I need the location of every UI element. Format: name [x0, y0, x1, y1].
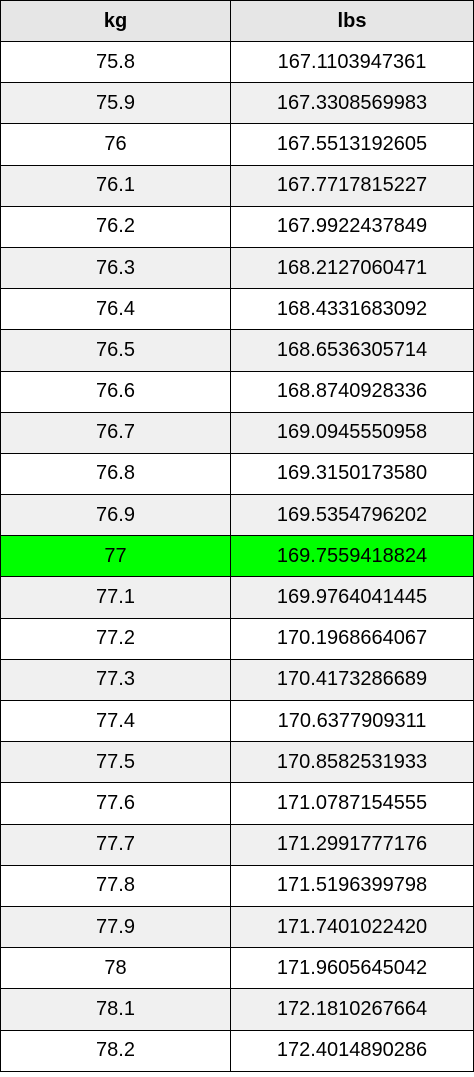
table-row: 76.8 169.3150173580	[0, 452, 474, 496]
table-row: 76.3 168.2127060471	[0, 246, 474, 290]
cell-lbs: 168.4331683092	[230, 288, 474, 331]
table-row: 76.4 168.4331683092	[0, 288, 474, 331]
cell-kg: 77.8	[0, 864, 231, 907]
table-row: 77.3 170.4173286689	[0, 658, 474, 702]
cell-kg: 77.2	[0, 617, 231, 660]
cell-kg: 77.9	[0, 905, 231, 949]
cell-lbs: 169.3150173580	[230, 452, 474, 496]
cell-lbs: 171.9605645042	[230, 947, 474, 990]
table-row: 76 167.5513192605	[0, 123, 474, 166]
cell-lbs: 170.1968664067	[230, 617, 474, 660]
column-header-kg: kg	[0, 0, 231, 42]
cell-kg: 77.7	[0, 823, 231, 866]
cell-lbs: 169.5354796202	[230, 494, 474, 537]
cell-kg: 75.8	[0, 40, 231, 84]
cell-kg: 77.1	[0, 576, 231, 619]
cell-kg: 76.3	[0, 246, 231, 290]
cell-kg: 76.9	[0, 494, 231, 537]
table-row: 77.9 171.7401022420	[0, 905, 474, 949]
table-row: 78.2 172.4014890286	[0, 1029, 474, 1072]
cell-kg: 76	[0, 123, 231, 166]
cell-kg: 75.9	[0, 82, 231, 125]
cell-lbs: 169.9764041445	[230, 576, 474, 619]
cell-kg: 77.4	[0, 699, 231, 743]
table-row: 76.6 168.8740928336	[0, 370, 474, 413]
table-header: kg lbs	[0, 0, 474, 42]
cell-kg: 76.6	[0, 370, 231, 413]
column-header-lbs: lbs	[230, 0, 474, 42]
table-row: 76.9 169.5354796202	[0, 494, 474, 537]
table-row: 77.6 171.0787154555	[0, 782, 474, 825]
cell-lbs: 172.1810267664	[230, 988, 474, 1031]
cell-kg: 78	[0, 947, 231, 990]
cell-kg: 77.5	[0, 741, 231, 784]
cell-lbs: 170.6377909311	[230, 699, 474, 743]
cell-lbs: 168.6536305714	[230, 329, 474, 372]
table-body: 75.8 167.1103947361 75.9 167.3308569983 76 16…	[0, 40, 474, 1072]
cell-lbs: 171.5196399798	[230, 864, 474, 907]
table-row: 77.8 171.5196399798	[0, 864, 474, 907]
cell-lbs: 170.4173286689	[230, 658, 474, 702]
cell-kg: 77	[0, 535, 231, 578]
cell-kg: 78.2	[0, 1029, 231, 1072]
cell-lbs: 172.4014890286	[230, 1029, 474, 1072]
cell-lbs: 169.0945550958	[230, 411, 474, 454]
table-row: 77 169.7559418824	[0, 535, 474, 578]
cell-lbs: 168.8740928336	[230, 370, 474, 413]
cell-kg: 78.1	[0, 988, 231, 1031]
cell-kg: 76.7	[0, 411, 231, 454]
table-row: 75.9 167.3308569983	[0, 82, 474, 125]
cell-lbs: 171.2991777176	[230, 823, 474, 866]
cell-lbs: 167.1103947361	[230, 40, 474, 84]
cell-lbs: 171.7401022420	[230, 905, 474, 949]
cell-kg: 76.4	[0, 288, 231, 331]
cell-kg: 76.8	[0, 452, 231, 496]
cell-lbs: 167.7717815227	[230, 164, 474, 207]
cell-lbs: 167.5513192605	[230, 123, 474, 166]
table-row: 76.1 167.7717815227	[0, 164, 474, 207]
table-row: 75.8 167.1103947361	[0, 40, 474, 84]
table-row: 78.1 172.1810267664	[0, 988, 474, 1031]
cell-kg: 77.3	[0, 658, 231, 702]
table-row: 76.7 169.0945550958	[0, 411, 474, 454]
cell-lbs: 167.3308569983	[230, 82, 474, 125]
table-row: 77.7 171.2991777176	[0, 823, 474, 866]
table-row: 77.4 170.6377909311	[0, 699, 474, 743]
table-row: 77.1 169.9764041445	[0, 576, 474, 619]
table-row: 76.5 168.6536305714	[0, 329, 474, 372]
cell-lbs: 168.2127060471	[230, 246, 474, 290]
cell-lbs: 169.7559418824	[230, 535, 474, 578]
cell-kg: 76.5	[0, 329, 231, 372]
cell-kg: 76.2	[0, 205, 231, 248]
cell-kg: 77.6	[0, 782, 231, 825]
cell-lbs: 171.0787154555	[230, 782, 474, 825]
table-row: 78 171.9605645042	[0, 947, 474, 990]
cell-kg: 76.1	[0, 164, 231, 207]
table-row: 77.5 170.8582531933	[0, 741, 474, 784]
header-row: kg lbs	[0, 0, 474, 42]
cell-lbs: 167.9922437849	[230, 205, 474, 248]
table-row: 77.2 170.1968664067	[0, 617, 474, 660]
table-row: 76.2 167.9922437849	[0, 205, 474, 248]
cell-lbs: 170.8582531933	[230, 741, 474, 784]
